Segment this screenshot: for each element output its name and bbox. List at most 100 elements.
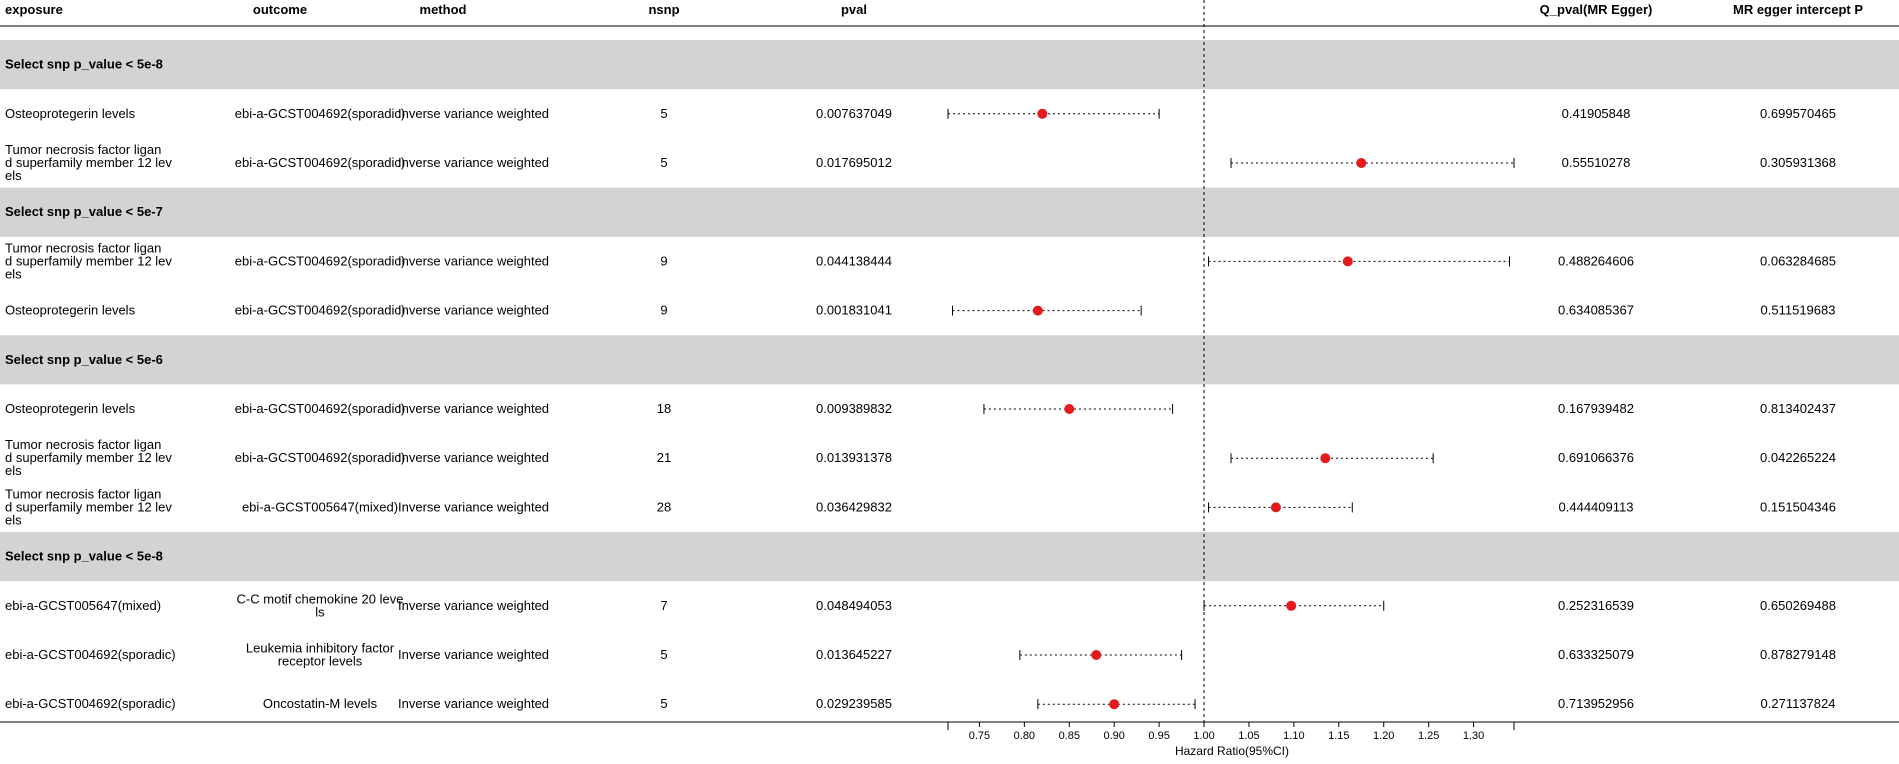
intercept-cell: 0.063284685	[1760, 253, 1836, 268]
axis-tick-label: 0.75	[969, 730, 990, 742]
intercept-cell: 0.699570465	[1760, 106, 1836, 121]
section-band	[0, 532, 1899, 582]
hr-point	[1037, 108, 1048, 119]
hr-point	[1356, 158, 1367, 168]
hr-point	[1091, 650, 1102, 660]
exposure-cell: ebi-a-GCST004692(sporadic)	[5, 696, 176, 711]
method-cell: Inverse variance weighted	[398, 598, 549, 613]
q-pval-cell: 0.713952956	[1558, 696, 1634, 711]
pval-cell: 0.009389832	[816, 401, 892, 416]
method-cell: Inverse variance weighted	[398, 499, 549, 514]
q-pval-cell: 0.691066376	[1558, 450, 1634, 465]
exposure-cell: ebi-a-GCST004692(sporadic)	[5, 647, 176, 662]
exposure-cell: els	[5, 266, 22, 281]
pval-cell: 0.013931378	[816, 450, 892, 465]
axis-tick-label: 0.95	[1148, 730, 1169, 742]
axis-tick-label: 1.05	[1238, 730, 1259, 742]
header-method: method	[420, 2, 467, 17]
q-pval-cell: 0.634085367	[1558, 303, 1634, 318]
pval-cell: 0.029239585	[816, 696, 892, 711]
outcome-cell: ebi-a-GCST004692(sporadic)	[235, 303, 406, 318]
exposure-cell: els	[5, 463, 22, 478]
q-pval-cell: 0.41905848	[1562, 106, 1631, 121]
exposure-cell: Tumor necrosis factor ligan	[5, 240, 161, 255]
exposure-cell: d superfamily member 12 lev	[5, 499, 172, 514]
intercept-cell: 0.511519683	[1761, 303, 1836, 318]
nsnp-cell: 5	[660, 647, 667, 662]
method-cell: Inverse variance weighted	[398, 303, 549, 318]
header-outcome: outcome	[253, 2, 307, 17]
outcome-cell: C-C motif chemokine 20 leve	[237, 591, 404, 606]
pval-cell: 0.001831041	[816, 303, 892, 318]
outcome-cell: Leukemia inhibitory factor	[246, 641, 395, 656]
axis-tick-label: 1.20	[1373, 730, 1394, 742]
nsnp-cell: 5	[660, 155, 667, 170]
nsnp-cell: 18	[657, 401, 671, 416]
header-nsnp: nsnp	[648, 2, 679, 17]
hr-point	[1032, 305, 1043, 316]
intercept-cell: 0.813402437	[1760, 401, 1836, 416]
intercept-cell: 0.271137824	[1761, 696, 1836, 711]
intercept-cell: 0.305931368	[1760, 155, 1836, 170]
nsnp-cell: 9	[660, 253, 667, 268]
exposure-cell: Tumor necrosis factor ligan	[5, 437, 161, 452]
exposure-cell: d superfamily member 12 lev	[5, 253, 172, 268]
outcome-cell: receptor levels	[278, 654, 363, 669]
pval-cell: 0.044138444	[816, 253, 892, 268]
outcome-cell: Oncostatin-M levels	[263, 696, 378, 711]
nsnp-cell: 21	[657, 450, 671, 465]
exposure-cell: els	[5, 168, 22, 183]
axis-tick-label: 1.25	[1418, 730, 1439, 742]
axis-tick-label: 0.90	[1103, 730, 1124, 742]
hr-point	[1064, 404, 1075, 414]
outcome-cell: ebi-a-GCST004692(sporadic)	[235, 106, 406, 121]
header-q-pval: Q_pval(MR Egger)	[1540, 2, 1653, 17]
q-pval-cell: 0.488264606	[1558, 253, 1634, 268]
outcome-cell: ebi-a-GCST004692(sporadic)	[235, 253, 406, 268]
exposure-cell: Osteoprotegerin levels	[5, 401, 136, 416]
nsnp-cell: 5	[660, 696, 667, 711]
axis-tick-label: 0.85	[1059, 730, 1080, 742]
method-cell: Inverse variance weighted	[398, 647, 549, 662]
section-band	[0, 40, 1899, 90]
pval-cell: 0.036429832	[816, 499, 892, 514]
pval-cell: 0.048494053	[816, 598, 892, 613]
hr-point	[1320, 453, 1331, 464]
intercept-cell: 0.042265224	[1760, 450, 1836, 465]
outcome-cell: ebi-a-GCST004692(sporadic)	[235, 401, 406, 416]
intercept-cell: 0.878279148	[1760, 647, 1836, 662]
header-exposure: exposure	[5, 2, 63, 17]
method-cell: Inverse variance weighted	[398, 401, 549, 416]
method-cell: Inverse variance weighted	[398, 155, 549, 170]
nsnp-cell: 28	[657, 499, 671, 514]
exposure-cell: ebi-a-GCST005647(mixed)	[5, 598, 161, 613]
method-cell: Inverse variance weighted	[398, 696, 549, 711]
exposure-cell: Osteoprotegerin levels	[5, 106, 136, 121]
axis-tick-label: 0.80	[1014, 730, 1035, 742]
outcome-cell: ebi-a-GCST004692(sporadic)	[235, 155, 406, 170]
pval-cell: 0.007637049	[816, 106, 892, 121]
hr-point	[1270, 502, 1281, 513]
nsnp-cell: 7	[660, 598, 667, 613]
hr-point	[1286, 600, 1297, 611]
exposure-cell: d superfamily member 12 lev	[5, 450, 172, 465]
pval-cell: 0.017695012	[816, 155, 892, 170]
intercept-cell: 0.650269488	[1760, 598, 1836, 613]
exposure-cell: Osteoprotegerin levels	[5, 303, 136, 318]
q-pval-cell: 0.633325079	[1558, 647, 1634, 662]
section-band	[0, 187, 1899, 237]
exposure-cell: d superfamily member 12 lev	[5, 155, 172, 170]
axis-tick-label: 1.30	[1463, 730, 1484, 742]
hr-point	[1342, 256, 1353, 267]
section-label: Select snp p_value < 5e-6	[5, 352, 163, 367]
axis-tick-label: 1.10	[1283, 730, 1304, 742]
q-pval-cell: 0.167939482	[1558, 401, 1634, 416]
axis-tick-label: 1.15	[1328, 730, 1349, 742]
q-pval-cell: 0.252316539	[1558, 598, 1634, 613]
axis-tick-label: 1.00	[1193, 730, 1214, 742]
nsnp-cell: 5	[660, 106, 667, 121]
intercept-cell: 0.151504346	[1760, 499, 1836, 514]
method-cell: Inverse variance weighted	[398, 106, 549, 121]
method-cell: Inverse variance weighted	[398, 450, 549, 465]
